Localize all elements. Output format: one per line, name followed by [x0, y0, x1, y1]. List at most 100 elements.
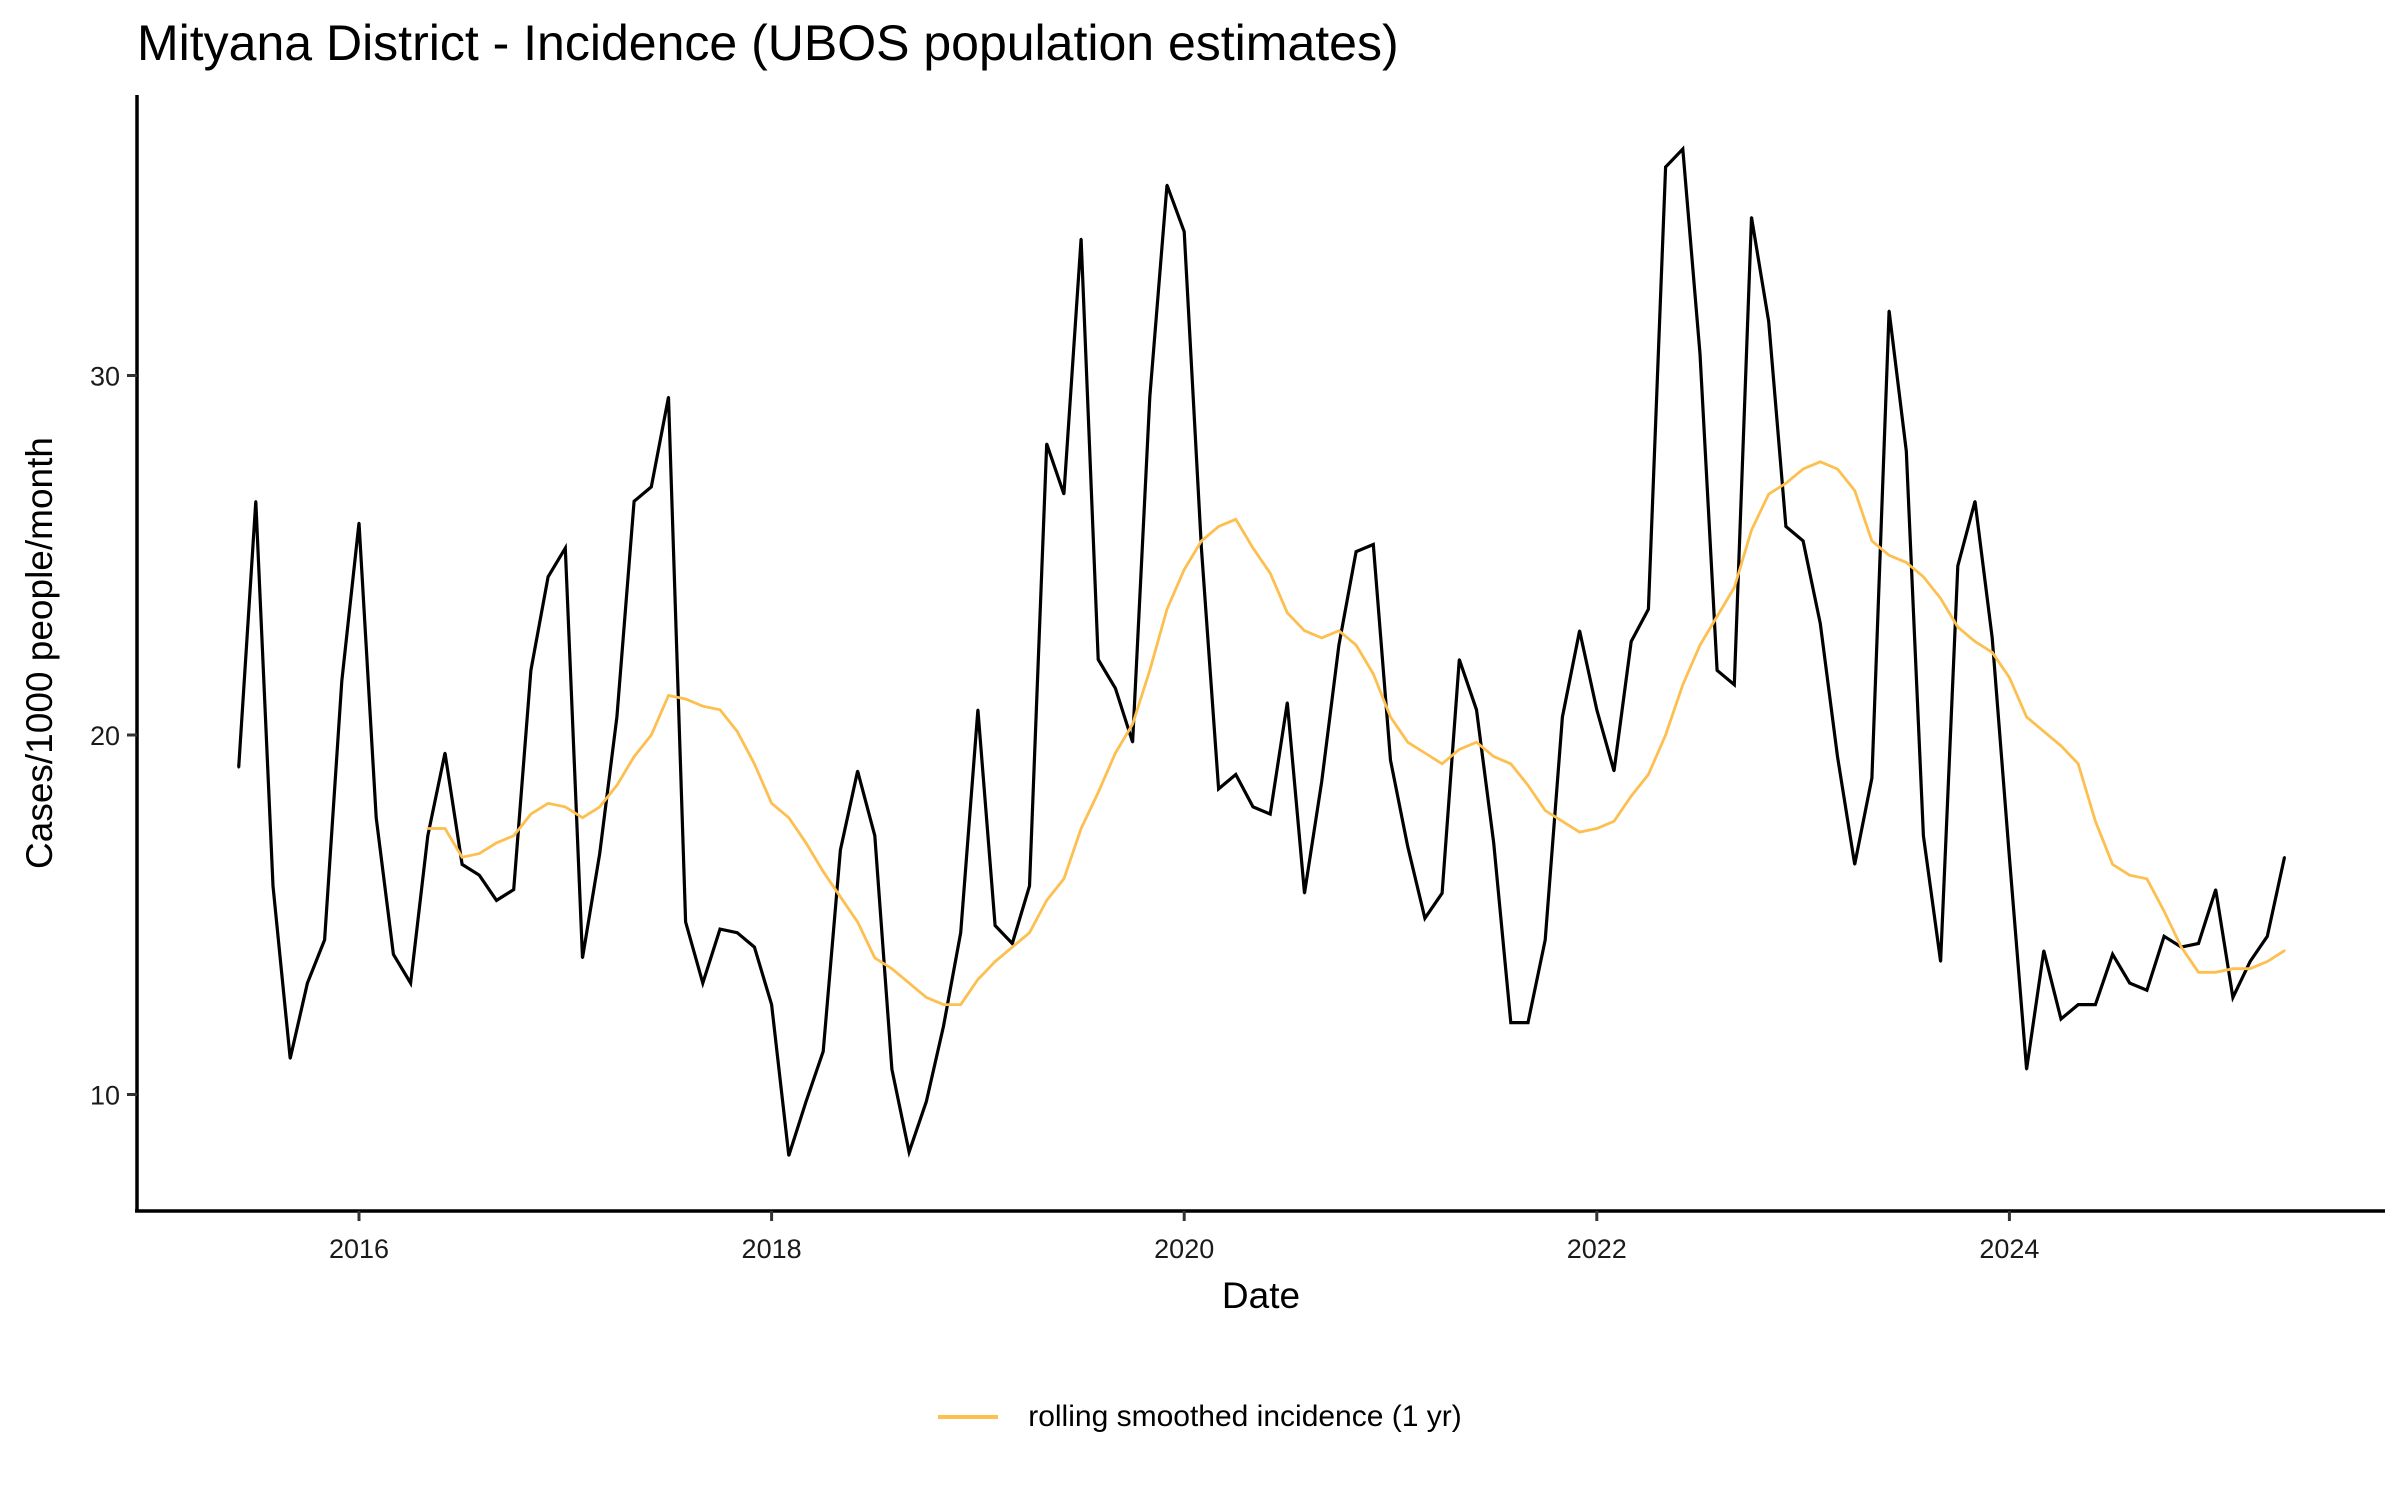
- data-point-rolling-smoothed: [1165, 608, 1169, 611]
- data-point-rolling-smoothed: [2042, 730, 2046, 733]
- data-point-incidence: [787, 1154, 790, 1157]
- data-point-rolling-smoothed: [925, 996, 928, 999]
- data-point-rolling-smoothed: [942, 1003, 945, 1006]
- chart-title: Mityana District - Incidence (UBOS popul…: [137, 15, 1399, 71]
- data-point-incidence: [1492, 841, 1495, 845]
- data-point-rolling-smoothed: [564, 805, 567, 809]
- data-point-incidence: [1011, 942, 1014, 945]
- data-point-rolling-smoothed: [1853, 489, 1856, 492]
- data-point-rolling-smoothed: [1440, 762, 1444, 765]
- data-point-incidence: [1234, 773, 1238, 776]
- data-point-rolling-smoothed: [2180, 945, 2183, 949]
- data-point-incidence: [1028, 884, 1031, 888]
- data-point-rolling-smoothed: [426, 827, 429, 830]
- data-point-rolling-smoothed: [1544, 809, 1547, 812]
- data-point-rolling-smoothed: [1303, 629, 1306, 632]
- data-point-incidence: [1183, 230, 1186, 233]
- data-point-rolling-smoothed: [2094, 820, 2097, 823]
- data-point-incidence: [2214, 888, 2217, 891]
- data-point-rolling-smoothed: [1612, 820, 1616, 823]
- data-point-rolling-smoothed: [1131, 723, 1134, 726]
- data-point-rolling-smoothed: [839, 895, 842, 898]
- data-point-incidence: [770, 1003, 773, 1006]
- data-point-rolling-smoothed: [1372, 672, 1375, 676]
- data-point-incidence: [2077, 1003, 2080, 1006]
- data-point-incidence: [1905, 449, 1908, 453]
- data-point-rolling-smoothed: [478, 852, 481, 855]
- data-point-incidence: [667, 395, 670, 399]
- data-point-rolling-smoothed: [856, 920, 859, 924]
- data-point-incidence: [2111, 953, 2114, 956]
- data-point-rolling-smoothed: [1217, 525, 1220, 528]
- data-point-incidence: [839, 848, 842, 852]
- data-point-rolling-smoothed: [2214, 971, 2217, 974]
- data-point-incidence: [529, 669, 533, 672]
- data-point-rolling-smoothed: [1887, 554, 1891, 557]
- data-point-incidence: [1509, 1021, 1513, 1024]
- data-point-incidence: [1922, 834, 1925, 837]
- data-point-rolling-smoothed: [1595, 827, 1599, 830]
- data-point-rolling-smoothed: [460, 856, 464, 859]
- data-point-incidence: [1440, 892, 1444, 895]
- data-point-incidence: [1973, 500, 1977, 503]
- data-point-rolling-smoothed: [1630, 794, 1633, 798]
- data-point-rolling-smoothed: [1956, 625, 1960, 629]
- data-point-incidence: [856, 769, 859, 773]
- data-point-incidence: [925, 1100, 928, 1103]
- y-tick-label: 20: [90, 721, 120, 751]
- data-point-incidence: [942, 1025, 945, 1028]
- data-point-rolling-smoothed: [890, 967, 894, 970]
- data-point-rolling-smoothed: [1991, 651, 1994, 654]
- data-point-incidence: [375, 816, 378, 819]
- data-point-rolling-smoothed: [1337, 629, 1341, 632]
- data-point-rolling-smoothed: [2197, 971, 2200, 974]
- axes: [135, 95, 2385, 1213]
- data-point-rolling-smoothed: [1234, 518, 1238, 521]
- data-point-incidence: [1320, 780, 1323, 783]
- data-point-incidence: [2231, 996, 2235, 999]
- data-point-incidence: [1406, 845, 1409, 848]
- data-point-incidence: [2266, 935, 2269, 938]
- data-point-rolling-smoothed: [1836, 467, 1839, 471]
- data-point-rolling-smoothed: [1062, 877, 1066, 880]
- data-point-incidence: [1715, 669, 1719, 672]
- data-point-incidence: [1801, 539, 1805, 543]
- data-point-rolling-smoothed: [1698, 643, 1702, 647]
- data-point-incidence: [822, 1050, 825, 1053]
- y-axis-title: Cases/1000 people/month: [19, 437, 60, 869]
- x-tick-label: 2022: [1567, 1234, 1627, 1264]
- data-point-incidence: [1733, 683, 1736, 686]
- data-point-incidence: [1681, 147, 1685, 151]
- data-point-rolling-smoothed: [787, 816, 790, 819]
- data-point-rolling-smoothed: [598, 805, 601, 809]
- data-point-rolling-smoothed: [736, 730, 739, 733]
- legend-label-smoothed: rolling smoothed incidence (1 yr): [1028, 1400, 1462, 1433]
- data-point-incidence: [1097, 658, 1100, 661]
- data-point-incidence: [443, 751, 447, 755]
- data-point-incidence: [1595, 708, 1599, 711]
- data-point-incidence: [2283, 856, 2286, 859]
- data-point-incidence: [632, 500, 636, 503]
- data-point-incidence: [409, 981, 412, 985]
- data-point-rolling-smoothed: [1183, 568, 1186, 571]
- data-point-rolling-smoothed: [1320, 636, 1323, 640]
- data-point-rolling-smoothed: [1097, 791, 1100, 794]
- data-point-rolling-smoothed: [1905, 561, 1908, 564]
- data-point-rolling-smoothed: [2266, 960, 2269, 963]
- data-point-incidence: [495, 899, 498, 902]
- data-point-rolling-smoothed: [1561, 820, 1564, 823]
- data-point-incidence: [1767, 320, 1770, 323]
- data-point-incidence: [2162, 935, 2166, 938]
- data-point-incidence: [1784, 525, 1788, 528]
- data-point-rolling-smoothed: [907, 981, 911, 985]
- data-point-incidence: [873, 834, 876, 837]
- data-point-rolling-smoothed: [976, 978, 980, 981]
- data-point-rolling-smoothed: [650, 733, 653, 737]
- data-point-rolling-smoothed: [718, 708, 722, 711]
- data-point-rolling-smoothed: [1784, 482, 1788, 485]
- data-point-incidence: [993, 924, 997, 927]
- data-point-rolling-smoothed: [529, 812, 533, 816]
- data-point-rolling-smoothed: [1423, 751, 1427, 755]
- legend: rolling smoothed incidence (1 yr): [0, 1400, 2400, 1434]
- data-point-incidence: [1612, 769, 1616, 773]
